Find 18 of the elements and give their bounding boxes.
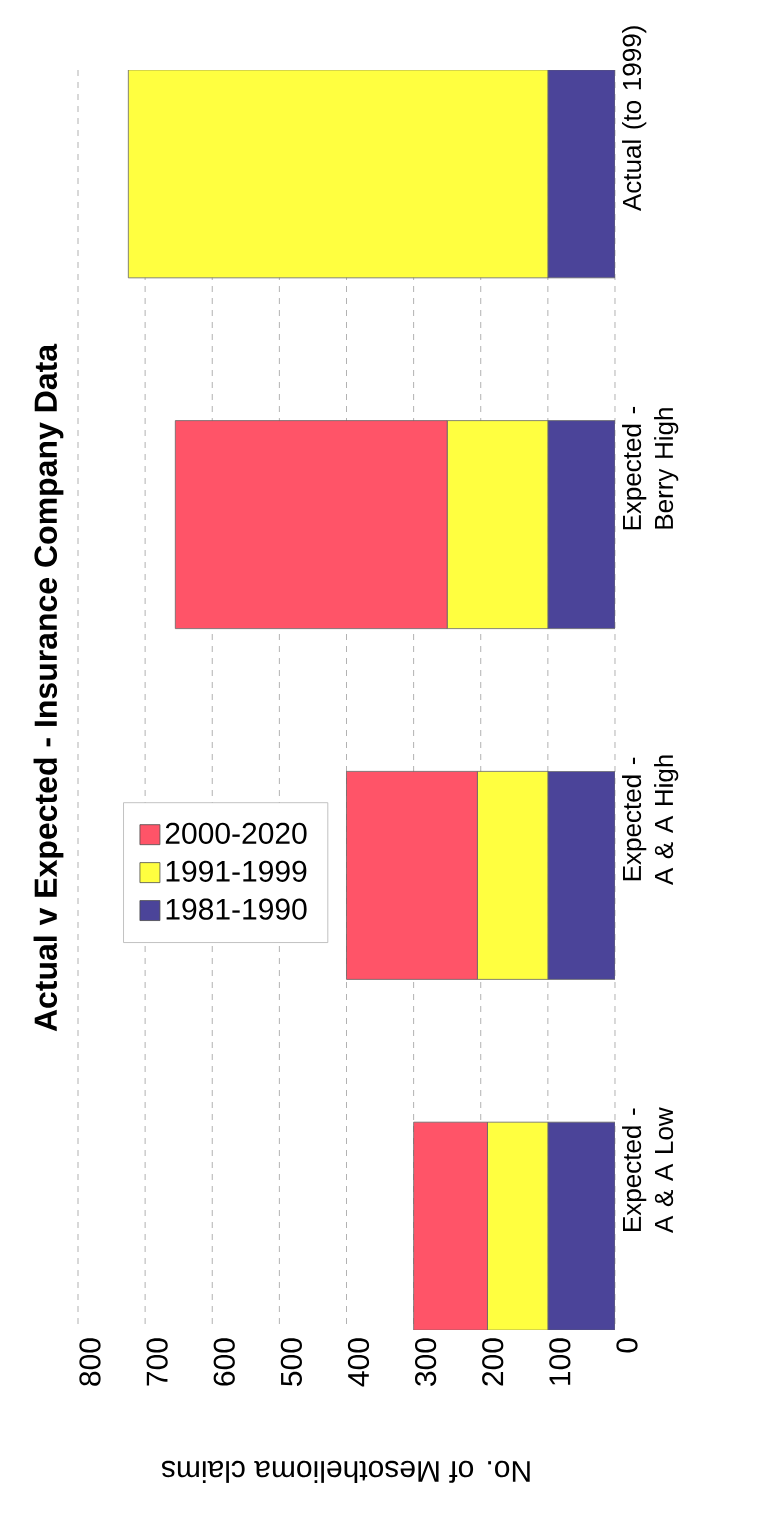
x-tick-label: 700 bbox=[146, 1338, 168, 1386]
x-tick-label: 200 bbox=[482, 1338, 504, 1386]
y-tick-label: Actual (to 1999) bbox=[622, 26, 647, 211]
y-tick-label: Expected - Berry High bbox=[622, 406, 679, 530]
x-tick-label: 400 bbox=[347, 1338, 370, 1387]
x-tick-label: 0 bbox=[616, 1338, 638, 1353]
x-tick-label: 600 bbox=[213, 1338, 235, 1386]
x-tick-label: 100 bbox=[549, 1338, 571, 1385]
legend-label: 1991-1999 bbox=[166, 860, 307, 882]
legend-label: 2000-2020 bbox=[165, 822, 307, 844]
x-tick-label: 500 bbox=[280, 1338, 302, 1386]
text: Actual v Expected - Insurance Company Data bbox=[33, 343, 64, 1032]
x-tick-label: 800 bbox=[79, 1338, 101, 1386]
x-axis-title: No. of Mesothelioma claims bbox=[162, 1460, 530, 1483]
legend-label: 1981-1990 bbox=[166, 898, 307, 920]
y-tick-label: Expected - A & A High bbox=[622, 755, 679, 886]
x-tick-label: 300 bbox=[414, 1338, 437, 1386]
y-tick-label: Expected - A & A Low bbox=[622, 1107, 674, 1233]
